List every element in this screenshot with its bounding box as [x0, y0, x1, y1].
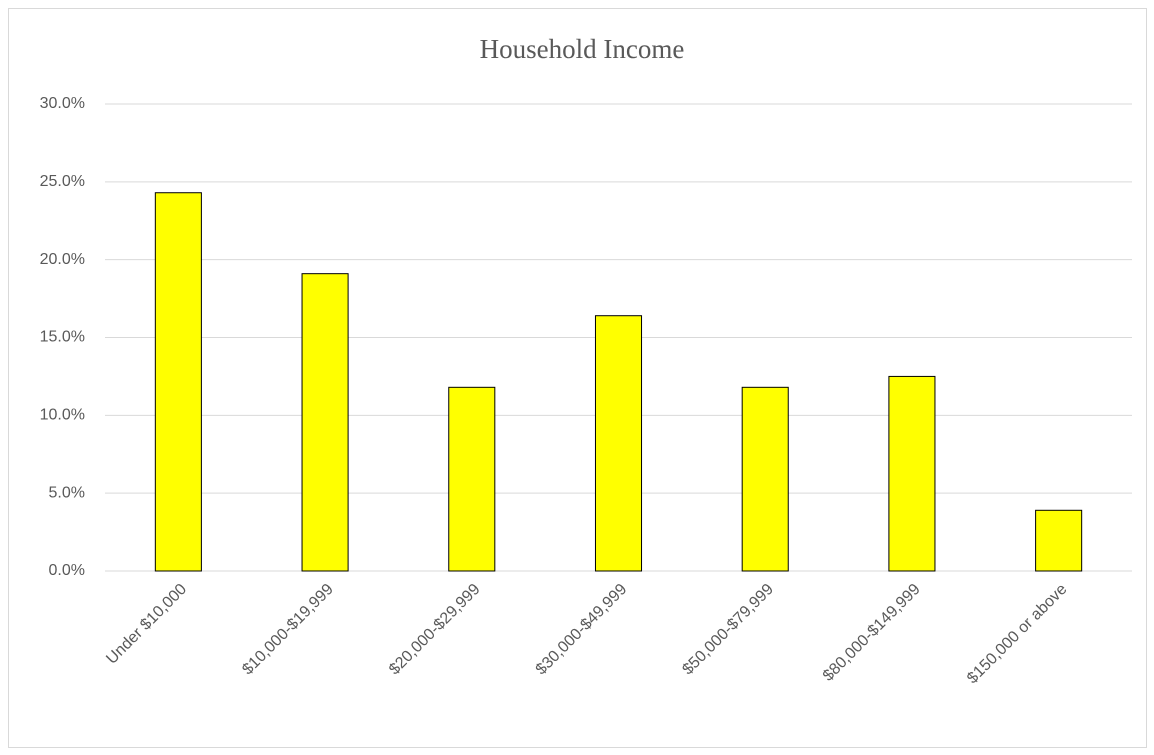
- y-tick-label: 25.0%: [40, 173, 85, 190]
- bar: [154, 192, 202, 572]
- y-tick-label: 15.0%: [40, 329, 85, 346]
- bar: [301, 273, 349, 572]
- bar: [594, 315, 643, 572]
- chart-title: Household Income: [480, 34, 685, 64]
- bar: [1035, 509, 1083, 572]
- bar: [888, 375, 936, 572]
- y-tick-label: 10.0%: [40, 407, 85, 424]
- y-tick-label: 20.0%: [40, 251, 85, 268]
- y-tick-label: 30.0%: [40, 95, 85, 112]
- bar: [741, 386, 789, 572]
- y-tick-label: 5.0%: [49, 484, 85, 501]
- bar: [448, 386, 496, 572]
- y-tick-label: 0.0%: [49, 562, 85, 579]
